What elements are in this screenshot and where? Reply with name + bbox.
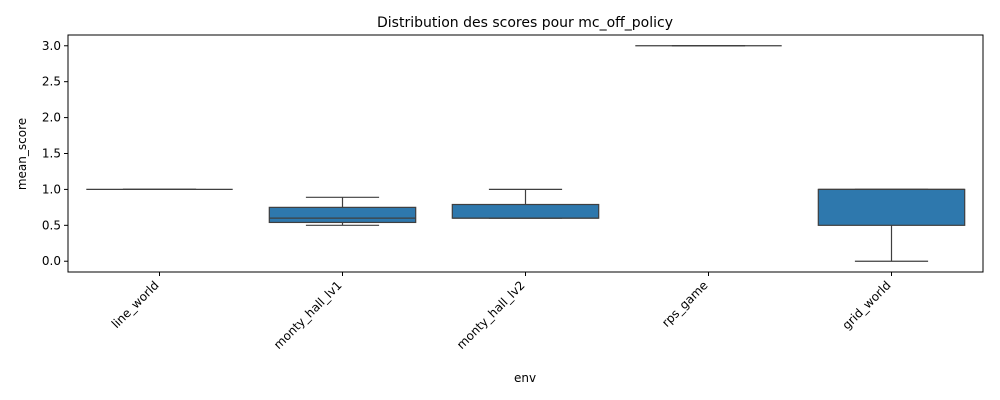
x-tick-label: monty_hall_lv1 bbox=[271, 278, 345, 352]
y-tick-label: 1.0 bbox=[42, 182, 61, 196]
y-tick-label: 2.0 bbox=[42, 111, 61, 125]
box bbox=[451, 203, 600, 219]
box-group-monty_hall_lv1 bbox=[268, 196, 417, 226]
y-axis-label: mean_score bbox=[15, 118, 29, 190]
x-tick-label: monty_hall_lv2 bbox=[454, 278, 528, 352]
x-tick-label: rps_game bbox=[659, 278, 711, 330]
box-group-monty_hall_lv2 bbox=[451, 188, 600, 219]
x-axis-label: env bbox=[514, 371, 536, 385]
x-tick-label: grid_world bbox=[839, 278, 893, 332]
box bbox=[817, 188, 966, 226]
y-tick-label: 0.5 bbox=[42, 218, 61, 232]
y-tick-label: 2.5 bbox=[42, 75, 61, 89]
x-tick-label: line_world bbox=[109, 278, 162, 331]
y-tick-label: 0.0 bbox=[42, 254, 61, 268]
box bbox=[268, 206, 417, 224]
box-group-grid_world bbox=[817, 188, 966, 262]
y-tick-label: 3.0 bbox=[42, 39, 61, 53]
plot-area bbox=[86, 45, 966, 262]
y-tick-label: 1.5 bbox=[42, 147, 61, 161]
plot-frame bbox=[67, 34, 984, 273]
chart-title: Distribution des scores pour mc_off_poli… bbox=[377, 15, 673, 31]
